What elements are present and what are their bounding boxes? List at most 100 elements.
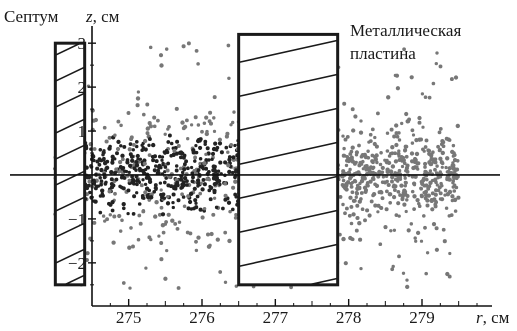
data-point	[378, 242, 383, 247]
hatch-line	[55, 144, 85, 160]
data-point	[370, 127, 375, 132]
data-point	[112, 214, 117, 219]
data-point	[101, 152, 105, 157]
data-point	[223, 197, 228, 202]
data-point	[166, 140, 171, 144]
data-point	[436, 188, 441, 193]
data-point	[198, 145, 203, 150]
data-point	[431, 150, 435, 154]
data-point	[444, 206, 449, 210]
metal-plate-label-line2: пластина	[350, 44, 416, 63]
hatch-line	[55, 0, 84, 3]
data-point	[147, 143, 151, 147]
data-point	[371, 165, 376, 170]
hatch-line	[238, 175, 338, 200]
data-point	[186, 166, 190, 171]
data-point	[412, 194, 417, 199]
data-point	[404, 111, 409, 117]
data-point	[404, 169, 408, 173]
data-point	[417, 201, 421, 206]
data-point	[397, 149, 401, 153]
data-point	[354, 195, 358, 199]
hatch-line	[238, 141, 338, 166]
data-point	[431, 81, 436, 86]
data-point	[193, 155, 198, 160]
data-point	[196, 168, 201, 172]
data-point	[350, 190, 355, 195]
data-point	[226, 150, 230, 154]
data-point	[202, 161, 207, 166]
data-point	[425, 203, 430, 208]
data-point	[367, 166, 372, 171]
data-point	[455, 123, 460, 129]
data-point	[193, 115, 198, 120]
x-axis-title: r, см	[476, 308, 510, 327]
data-point	[452, 151, 456, 155]
data-point	[396, 201, 401, 206]
data-point	[149, 237, 153, 242]
data-point	[365, 181, 370, 185]
data-point	[400, 197, 405, 202]
data-point	[195, 194, 200, 199]
hatch-line	[55, 196, 85, 212]
data-point	[157, 234, 161, 238]
data-point	[109, 185, 115, 190]
data-point	[367, 140, 371, 144]
data-point	[159, 63, 164, 68]
data-point	[118, 184, 122, 189]
data-point	[416, 161, 421, 166]
data-point	[135, 179, 139, 183]
data-point	[453, 168, 458, 173]
data-point	[200, 187, 205, 192]
data-point	[174, 106, 179, 111]
data-point	[354, 191, 360, 196]
data-point	[423, 165, 427, 169]
data-point	[114, 167, 119, 172]
data-point	[403, 144, 408, 149]
data-point	[426, 186, 431, 191]
data-point	[396, 179, 400, 183]
data-point	[233, 179, 238, 184]
data-point	[169, 141, 174, 146]
data-point	[362, 185, 368, 190]
data-point	[445, 176, 449, 180]
data-point	[421, 176, 426, 181]
data-point	[107, 189, 112, 194]
data-point	[102, 125, 107, 130]
data-point	[434, 188, 438, 193]
data-point	[452, 189, 457, 193]
data-point	[152, 168, 157, 173]
data-point	[390, 145, 395, 150]
data-point	[116, 119, 121, 124]
data-point	[141, 209, 146, 214]
data-point	[126, 111, 131, 115]
data-point	[385, 189, 389, 194]
data-point	[166, 212, 171, 217]
data-point	[118, 160, 123, 165]
data-point	[394, 123, 399, 128]
data-point	[190, 179, 195, 184]
data-point	[451, 179, 456, 183]
data-point	[342, 101, 347, 106]
data-point	[96, 184, 101, 188]
data-point	[194, 201, 198, 205]
metal-plate-border	[237, 32, 340, 287]
data-point	[107, 146, 112, 151]
x-axis-var: r	[476, 308, 483, 327]
data-point	[193, 198, 198, 203]
data-point	[119, 123, 123, 128]
data-point	[136, 237, 141, 242]
data-point	[348, 152, 353, 156]
data-point	[225, 131, 230, 136]
data-point	[203, 139, 208, 144]
data-point	[115, 146, 121, 152]
data-point	[350, 145, 355, 150]
data-point	[116, 139, 121, 145]
data-point	[182, 204, 187, 209]
data-point	[410, 189, 415, 194]
data-point	[162, 196, 167, 200]
data-point	[403, 180, 408, 185]
data-point	[370, 153, 375, 158]
data-point	[410, 174, 415, 179]
x-tick-label: 275	[116, 308, 142, 327]
